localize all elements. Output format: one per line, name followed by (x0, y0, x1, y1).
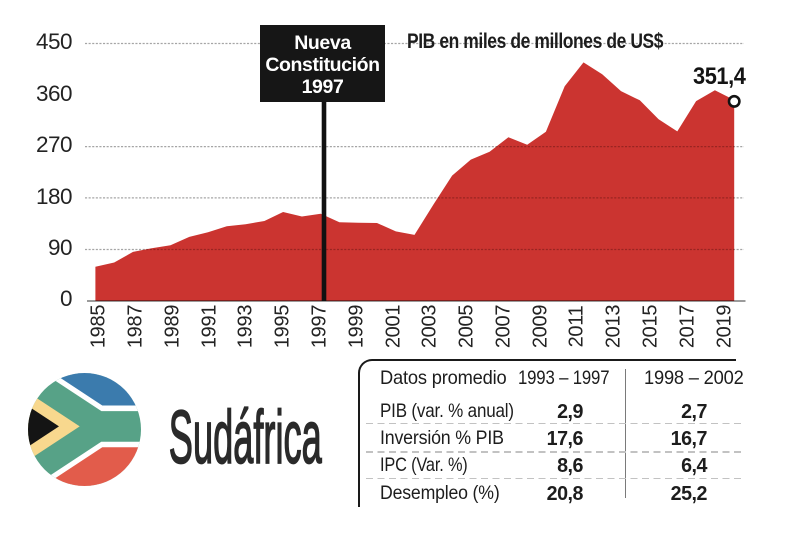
svg-text:Sudáfrica: Sudáfrica (169, 397, 322, 475)
